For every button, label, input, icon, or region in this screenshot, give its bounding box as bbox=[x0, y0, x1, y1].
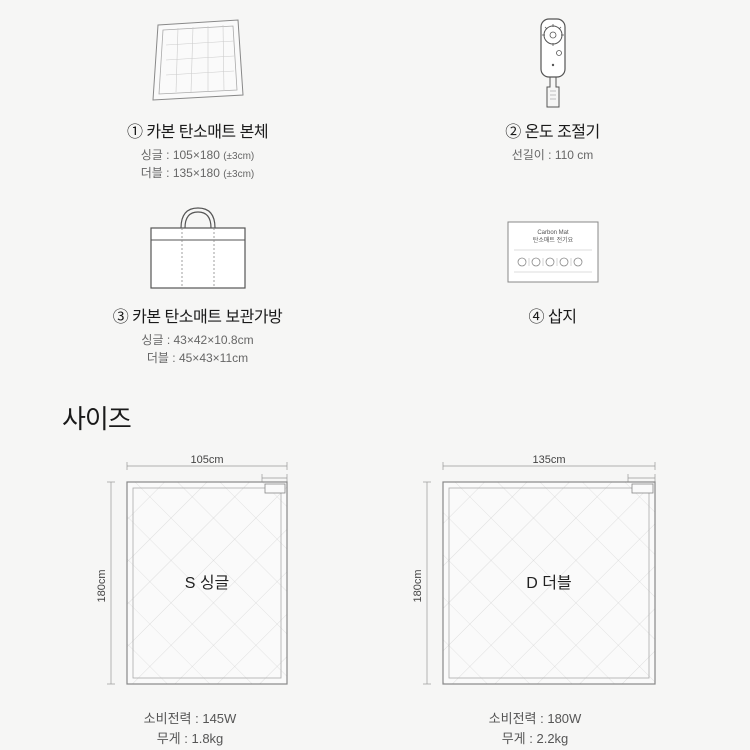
size-single-diagram: 105cm 14cm 180cm S 싱글 bbox=[65, 454, 315, 694]
component-mat: ① 카본 탄소매트 본체 싱글 : 105×180 (±3cm) 더블 : 13… bbox=[40, 15, 355, 182]
single-power: 소비전력 : 145W bbox=[144, 711, 237, 726]
bag-spec-single: 싱글 : 43×42×10.8cm bbox=[141, 333, 253, 347]
double-name-label: D 더블 bbox=[526, 574, 571, 592]
svg-text:탄소매트 전기요: 탄소매트 전기요 bbox=[532, 236, 573, 244]
mat-spec-single: 싱글 : 105×180 bbox=[141, 148, 220, 162]
component-controller: ② 온도 조절기 선길이 : 110 cm bbox=[395, 15, 710, 182]
svg-text:Carbon Mat: Carbon Mat bbox=[537, 230, 569, 236]
controller-spec: 선길이 : 110 cm bbox=[395, 146, 710, 164]
double-specs: 소비전력 : 180W 무게 : 2.2kg bbox=[385, 709, 685, 748]
bag-title: ③ 카본 탄소매트 보관가방 bbox=[40, 303, 355, 327]
mat-specs: 싱글 : 105×180 (±3cm) 더블 : 135×180 (±3cm) bbox=[40, 146, 355, 182]
controller-title: ② 온도 조절기 bbox=[395, 118, 710, 142]
mat-illustration bbox=[40, 15, 355, 110]
size-double: 135cm 16cm 180cm D 더블 소비전력 : 180W 무게 : 2… bbox=[385, 454, 685, 748]
single-weight: 무게 : 1.8kg bbox=[157, 731, 224, 746]
sizes-row: 105cm 14cm 180cm S 싱글 소비전력 : 145W 무게 : 1… bbox=[40, 454, 710, 748]
component-bag: ③ 카본 탄소매트 보관가방 싱글 : 43×42×10.8cm 더블 : 45… bbox=[40, 200, 355, 367]
single-specs: 소비전력 : 145W 무게 : 1.8kg bbox=[65, 709, 315, 748]
single-width-label: 105cm bbox=[190, 454, 223, 466]
insert-illustration: Carbon Mat 탄소매트 전기요 bbox=[395, 200, 710, 295]
components-grid: ① 카본 탄소매트 본체 싱글 : 105×180 (±3cm) 더블 : 13… bbox=[40, 15, 710, 367]
single-height-label: 180cm bbox=[96, 569, 108, 602]
mat-spec-single-suffix: (±3cm) bbox=[223, 151, 254, 162]
controller-illustration bbox=[395, 15, 710, 110]
size-heading: 사이즈 bbox=[62, 399, 710, 436]
double-width-label: 135cm bbox=[532, 454, 565, 466]
bag-illustration bbox=[40, 200, 355, 295]
double-power: 소비전력 : 180W bbox=[489, 711, 582, 726]
double-weight: 무게 : 2.2kg bbox=[502, 731, 569, 746]
bag-specs: 싱글 : 43×42×10.8cm 더블 : 45×43×11cm bbox=[40, 331, 355, 367]
bag-spec-double: 더블 : 45×43×11cm bbox=[147, 351, 248, 365]
size-double-diagram: 135cm 16cm 180cm D 더블 bbox=[385, 454, 685, 694]
component-insert: Carbon Mat 탄소매트 전기요 ④ 삽지 bbox=[395, 200, 710, 367]
single-name-label: S 싱글 bbox=[185, 574, 230, 592]
mat-title: ① 카본 탄소매트 본체 bbox=[40, 118, 355, 142]
insert-title: ④ 삽지 bbox=[395, 303, 710, 327]
double-height-label: 180cm bbox=[412, 569, 424, 602]
mat-spec-double: 더블 : 135×180 bbox=[141, 166, 220, 180]
mat-spec-double-suffix: (±3cm) bbox=[223, 169, 254, 180]
size-single: 105cm 14cm 180cm S 싱글 소비전력 : 145W 무게 : 1… bbox=[65, 454, 315, 748]
